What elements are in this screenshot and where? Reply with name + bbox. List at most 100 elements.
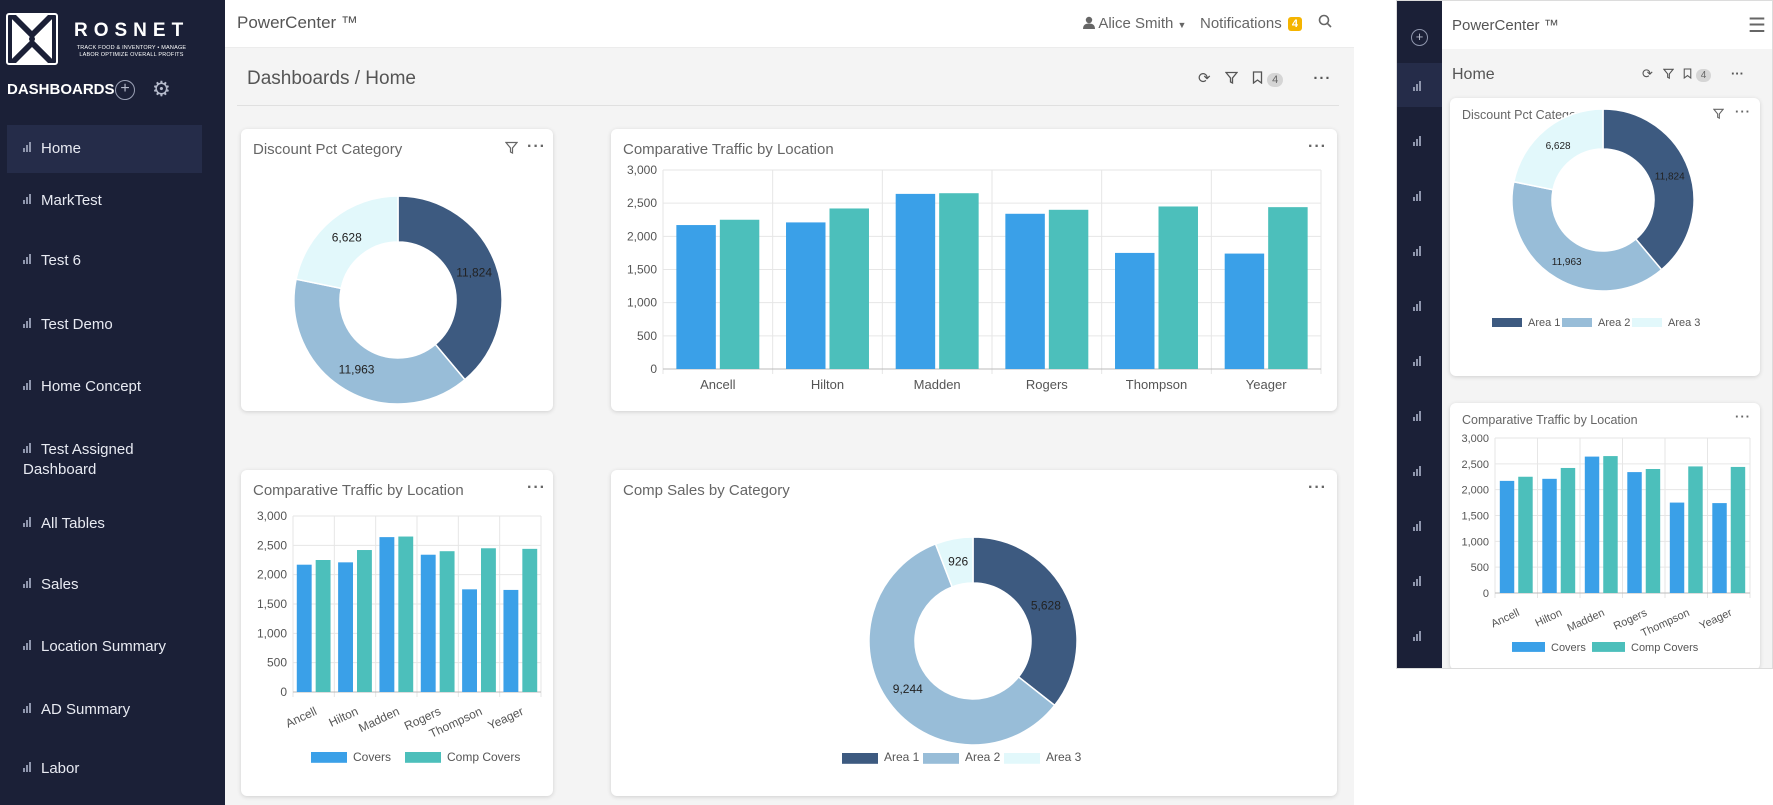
bar-chart-icon[interactable] bbox=[1413, 246, 1424, 256]
search-icon[interactable] bbox=[1318, 14, 1332, 33]
bar-chart-icon[interactable] bbox=[1413, 356, 1424, 366]
sidebar-item-label: Test Assigned Dashboard bbox=[23, 441, 134, 478]
hamburger-menu-icon[interactable]: ☰ bbox=[1748, 15, 1766, 37]
bar-chart-icon[interactable] bbox=[1413, 81, 1424, 91]
more-options-icon[interactable]: ··· bbox=[1308, 138, 1327, 155]
y-tick-label: 1,500 bbox=[627, 263, 657, 277]
more-options-icon[interactable]: ··· bbox=[1735, 409, 1751, 424]
y-tick-label: 2,500 bbox=[1461, 459, 1489, 471]
bar-comp-covers bbox=[939, 193, 979, 369]
add-dashboard-icon[interactable]: + bbox=[1411, 29, 1428, 46]
legend-swatch bbox=[1512, 642, 1545, 652]
card-title: Comparative Traffic by Location bbox=[1462, 413, 1638, 427]
refresh-icon[interactable]: ⟳ bbox=[1198, 70, 1211, 87]
sidebar-item-labor[interactable]: Labor bbox=[7, 759, 202, 779]
legend-swatch bbox=[1492, 318, 1522, 327]
dashboard-toolbar: ⟳ 4 ··· bbox=[1198, 69, 1341, 87]
x-tick-label: Yeager bbox=[1698, 607, 1735, 633]
y-tick-label: 2,000 bbox=[627, 229, 657, 243]
user-menu[interactable]: Alice Smith ▼ bbox=[1083, 15, 1186, 32]
more-options-icon[interactable]: ··· bbox=[1308, 479, 1327, 496]
more-options-icon[interactable]: ··· bbox=[1735, 104, 1751, 119]
y-tick-label: 2,000 bbox=[1461, 485, 1489, 497]
bar-chart-icon[interactable] bbox=[1413, 136, 1424, 146]
x-tick-label: Yeager bbox=[1246, 377, 1287, 392]
mobile-preview: + PowerCenter ™ ☰ Home ⟳ 4 ··· Discount … bbox=[1396, 0, 1773, 669]
bar-comp-covers bbox=[357, 550, 372, 692]
slice-value-label: 11,963 bbox=[1552, 257, 1582, 268]
more-options-icon[interactable]: ··· bbox=[527, 479, 546, 496]
gear-icon[interactable]: ⚙ bbox=[152, 78, 171, 101]
add-dashboard-icon[interactable]: + bbox=[115, 80, 135, 100]
sidebar-item-label: All Tables bbox=[41, 515, 105, 532]
pie-slice bbox=[295, 195, 399, 290]
card-discount-pct: Discount Pct Category ··· 11,824 11,963 6,… bbox=[241, 129, 553, 411]
legend-swatch bbox=[842, 753, 878, 764]
bar-chart-icon[interactable] bbox=[1413, 521, 1424, 531]
sidebar-item-test-demo[interactable]: Test Demo bbox=[7, 315, 202, 335]
bar-comp-covers bbox=[1518, 476, 1533, 593]
brand-tagline: TRACK FOOD & INVENTORY • MANAGE LABOR OP… bbox=[76, 45, 187, 58]
card-comp-sales: Comp Sales by Category ··· 5,628 9,244 926… bbox=[611, 470, 1337, 796]
bar-chart-icon bbox=[23, 194, 34, 205]
bar-covers bbox=[1712, 503, 1727, 593]
card-title: Comparative Traffic by Location bbox=[623, 141, 834, 158]
y-tick-label: 500 bbox=[267, 656, 287, 670]
bar-chart-icon bbox=[23, 640, 34, 651]
bookmark-count: 4 bbox=[1267, 73, 1284, 87]
bar-comp-covers bbox=[398, 536, 414, 692]
sidebar-item-home[interactable]: Home bbox=[7, 125, 202, 173]
filter-icon[interactable] bbox=[1224, 70, 1242, 87]
sidebar-item-marktest[interactable]: MarkTest bbox=[7, 191, 202, 211]
desktop-view: ROSNET TRACK FOOD & INVENTORY • MANAGE L… bbox=[0, 0, 1354, 805]
sidebar-item-test-assigned-dashboard[interactable]: Test Assigned Dashboard bbox=[7, 440, 177, 480]
more-options-icon[interactable]: ··· bbox=[1730, 66, 1744, 81]
y-tick-label: 2,500 bbox=[257, 538, 287, 552]
y-tick-label: 1,000 bbox=[257, 626, 287, 640]
notifications-button[interactable]: Notifications 4 bbox=[1200, 15, 1302, 32]
bar-chart-icon[interactable] bbox=[1413, 466, 1424, 476]
donut-chart: 11,824 11,963 6,628 Area 1 Area 2 Area 3 bbox=[1492, 108, 1700, 329]
x-tick-label: Thompson bbox=[1126, 377, 1187, 392]
bookmark-icon[interactable]: 4 bbox=[1683, 66, 1721, 82]
sidebar: ROSNET TRACK FOOD & INVENTORY • MANAGE L… bbox=[0, 0, 225, 805]
sidebar-item-ad-summary[interactable]: AD Summary bbox=[7, 700, 202, 720]
more-options-icon[interactable]: ··· bbox=[1313, 70, 1332, 87]
bar-chart-icon[interactable] bbox=[1413, 301, 1424, 311]
bar-chart-icon[interactable] bbox=[1413, 411, 1424, 421]
brand-name: ROSNET bbox=[74, 20, 190, 41]
dashboards-title: DASHBOARDS bbox=[7, 81, 115, 98]
refresh-icon[interactable]: ⟳ bbox=[1642, 66, 1653, 81]
bar-chart: 0 500 1,000 1,500 2,000 2,500 3,000 Ancell Hilto… bbox=[627, 163, 1322, 411]
bar-chart-icon[interactable] bbox=[1413, 191, 1424, 201]
bar-covers bbox=[1542, 478, 1557, 593]
more-options-icon[interactable]: ··· bbox=[527, 138, 546, 155]
mobile-content: Home ⟳ 4 ··· Discount Pct Category ··· 1… bbox=[1442, 49, 1772, 668]
breadcrumb: Home bbox=[1452, 66, 1495, 83]
sidebar-item-label: Home bbox=[41, 140, 82, 157]
y-tick-label: 2,000 bbox=[257, 568, 287, 582]
mobile-topbar: PowerCenter ™ ☰ bbox=[1442, 1, 1772, 49]
card-traffic-large: Comparative Traffic by Location ··· 0 500… bbox=[611, 129, 1337, 411]
bar-covers bbox=[1224, 253, 1265, 369]
bar-chart-icon[interactable] bbox=[1413, 576, 1424, 586]
bar-chart-icon[interactable] bbox=[1413, 631, 1424, 641]
sidebar-item-location-summary[interactable]: Location Summary bbox=[7, 637, 177, 657]
bar-comp-covers bbox=[1688, 466, 1703, 593]
logo-mark[interactable] bbox=[6, 13, 58, 65]
card-title: Discount Pct Category bbox=[253, 141, 403, 158]
bar-covers bbox=[1584, 456, 1600, 593]
bar-comp-covers bbox=[481, 548, 496, 692]
sidebar-item-all-tables[interactable]: All Tables bbox=[7, 514, 202, 534]
legend-swatch bbox=[923, 753, 959, 764]
legend-label: Comp Covers bbox=[1003, 409, 1076, 411]
sidebar-item-sales[interactable]: Sales bbox=[7, 575, 202, 595]
bookmark-icon[interactable]: 4 bbox=[1252, 70, 1297, 87]
filter-icon[interactable] bbox=[1662, 66, 1678, 81]
sidebar-item-home-concept[interactable]: Home Concept bbox=[7, 377, 202, 397]
topbar: PowerCenter ™ Alice Smith ▼ Notification… bbox=[225, 0, 1354, 48]
legend-swatch bbox=[405, 752, 441, 763]
bar-covers bbox=[296, 564, 312, 692]
slice-value-label: 6,628 bbox=[1546, 141, 1571, 152]
sidebar-item-test-6[interactable]: Test 6 bbox=[7, 251, 202, 271]
